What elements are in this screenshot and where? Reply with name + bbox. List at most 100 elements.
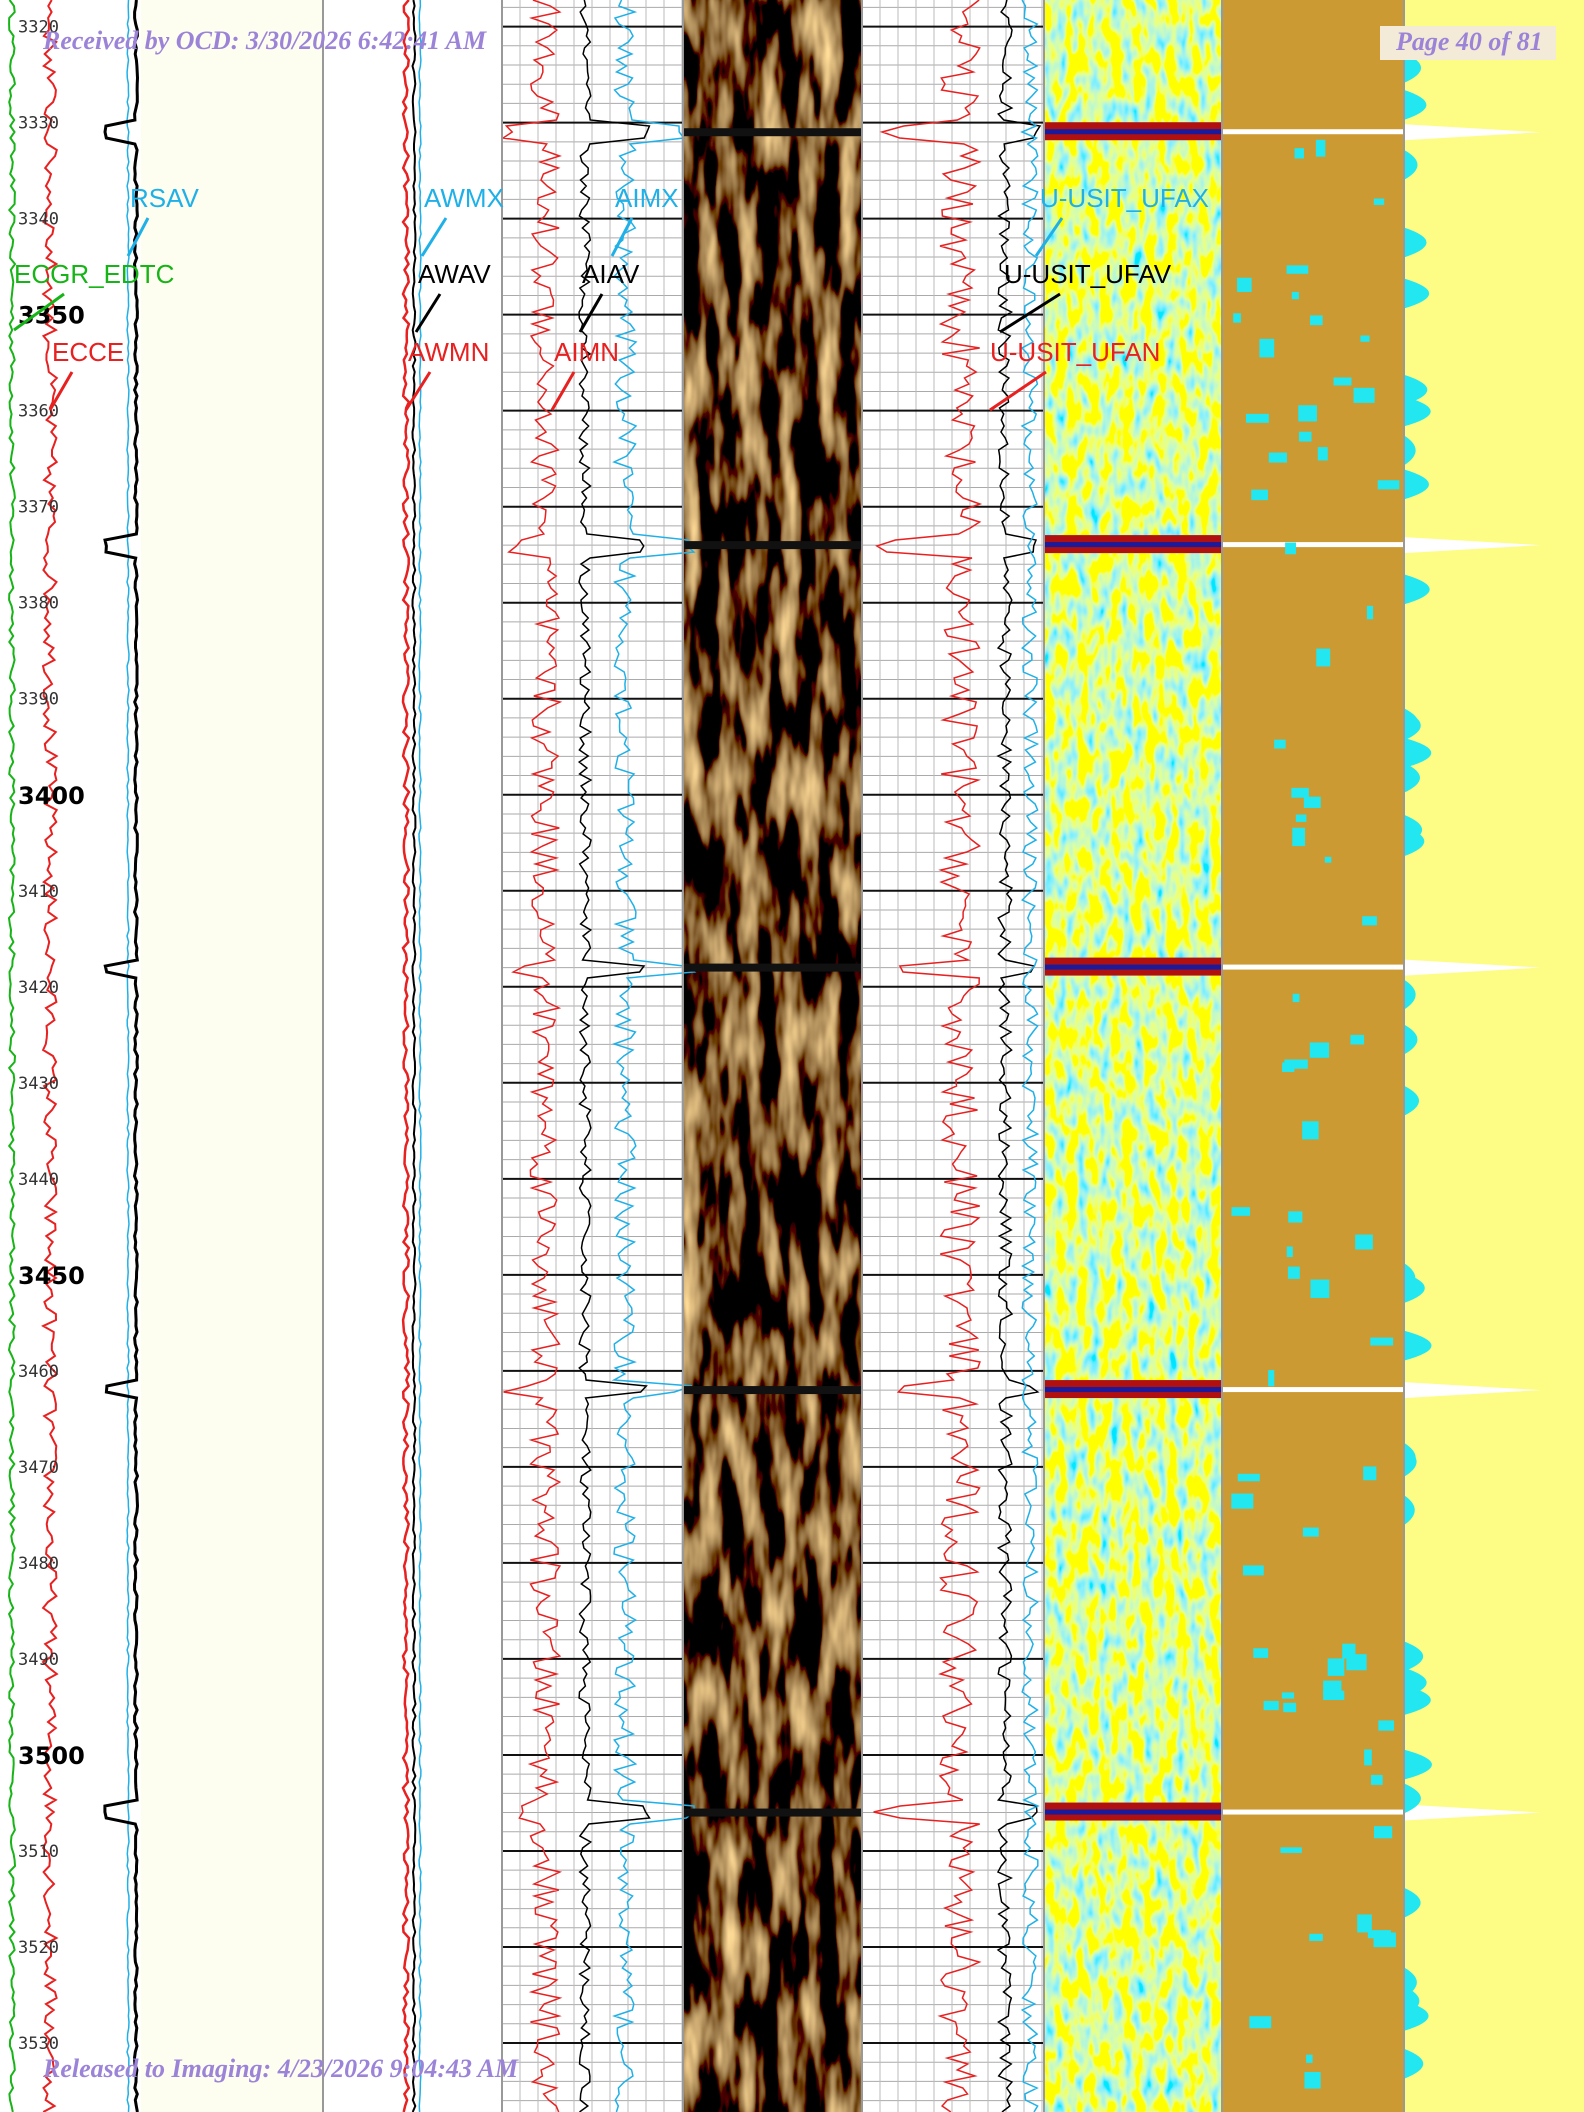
patch [1366, 605, 1374, 620]
amplitude-blob [1404, 1263, 1416, 1294]
patch [1288, 1211, 1303, 1223]
amplitude-blob [1404, 1330, 1432, 1361]
patch [1231, 1493, 1254, 1509]
patch [1237, 1473, 1260, 1482]
amplitude-blob [1404, 278, 1430, 309]
patch [1281, 1692, 1295, 1699]
log-curve [401, 0, 411, 2112]
amplitude-blob [1404, 1085, 1420, 1116]
depth-labels: 3320 3330 3340 3350 3360 3370 3380 3390 3400 3410… [18, 18, 85, 2054]
curve-label: U-USIT_UFAN [990, 337, 1160, 367]
patch [1357, 1914, 1372, 1933]
image-texture [683, 0, 862, 2112]
patch [1353, 387, 1375, 403]
received-stamp: Received by OCD: 3/30/2026 6:42:41 AM [42, 26, 487, 55]
amplitude-blob [1404, 979, 1416, 1010]
depth-label: 3350 [18, 302, 85, 330]
patch [1350, 1034, 1365, 1045]
arrow [550, 371, 576, 411]
amplitude-blob [1404, 1024, 1418, 1055]
depth-label: 3340 [18, 210, 59, 230]
patch [1373, 198, 1385, 205]
patch [1268, 452, 1287, 463]
patch [1291, 787, 1309, 798]
log-curve [41, 0, 59, 2112]
amplitude-blob [1404, 814, 1423, 845]
collar-band [1044, 129, 1222, 135]
log-curve [1020, 0, 1040, 2112]
patch [1310, 1279, 1330, 1298]
collar-band [1222, 129, 1404, 135]
curve-label: U-USIT_UFAX [1040, 183, 1209, 213]
log-curve [103, 0, 140, 2112]
depth-label: 3470 [18, 1458, 59, 1478]
amplitude-blob [1404, 52, 1422, 83]
patch [1346, 1654, 1367, 1671]
amplitude-blob [1404, 1749, 1432, 1780]
depth-label: 3460 [18, 1362, 59, 1382]
arrow [610, 217, 634, 257]
depth-label: 3500 [18, 1742, 85, 1770]
patch [1364, 1749, 1372, 1766]
log-curve [126, 0, 130, 2112]
patch [1333, 377, 1352, 386]
patch [1280, 1847, 1302, 1853]
log-curve [996, 0, 1042, 2112]
amplitude-blob [1404, 149, 1418, 180]
patch [1233, 313, 1241, 323]
patch [1327, 1658, 1345, 1676]
patch [1268, 1370, 1275, 1387]
depth-label: 3320 [18, 18, 59, 38]
collar-band [1044, 542, 1222, 548]
patch [1304, 2072, 1321, 2089]
collar-band [683, 963, 862, 972]
patch [1309, 1933, 1323, 1941]
curve-label: ECGR_EDTC [14, 259, 174, 289]
collar-band [1044, 1809, 1222, 1815]
collar-band [683, 1386, 862, 1395]
collar-spike [1404, 959, 1540, 976]
patch [1263, 1700, 1279, 1711]
depth-label: 3430 [18, 1074, 59, 1094]
collar-band [683, 128, 862, 137]
curve-label: AWAV [418, 259, 491, 289]
collar-spike [1404, 537, 1540, 554]
amplitude-blob [1404, 737, 1432, 768]
patch [1295, 814, 1307, 822]
log-curve [873, 0, 983, 2112]
patch [1294, 148, 1305, 159]
ultrasonic-image [1044, 0, 1222, 2112]
collar-band [1044, 964, 1222, 970]
patch [1237, 277, 1252, 292]
curve-label: ECCE [52, 337, 124, 367]
patch [1292, 993, 1300, 1003]
depth-label: 3420 [18, 978, 59, 998]
patch [1298, 405, 1317, 422]
page-box [1380, 26, 1556, 60]
arrow [989, 370, 1047, 412]
amplitude-blob [1404, 574, 1430, 605]
depth-label: 3360 [18, 402, 59, 422]
depth-label: 3490 [18, 1650, 59, 1670]
depth-label: 3380 [18, 594, 59, 614]
depth-label: 3510 [18, 1842, 59, 1862]
log-curve [501, 0, 563, 2112]
amplitude-blob [1404, 1442, 1416, 1473]
amplitude-blob [1404, 1967, 1417, 1998]
track-borders [322, 0, 1405, 2112]
collar-band [683, 1808, 862, 1817]
log-curve [411, 0, 417, 2112]
curve-label: AWMN [408, 337, 489, 367]
amplitude-blob [1404, 1495, 1415, 1526]
amplitude-blob [1404, 1887, 1421, 1918]
patch [1242, 1565, 1264, 1576]
patch [1316, 648, 1331, 667]
arrow [404, 371, 432, 411]
arrow [414, 293, 442, 333]
collar-band [1222, 1809, 1404, 1815]
depth-label: 3450 [18, 1262, 85, 1290]
collar-band [1222, 542, 1404, 548]
amplitude-blob [1404, 396, 1431, 427]
